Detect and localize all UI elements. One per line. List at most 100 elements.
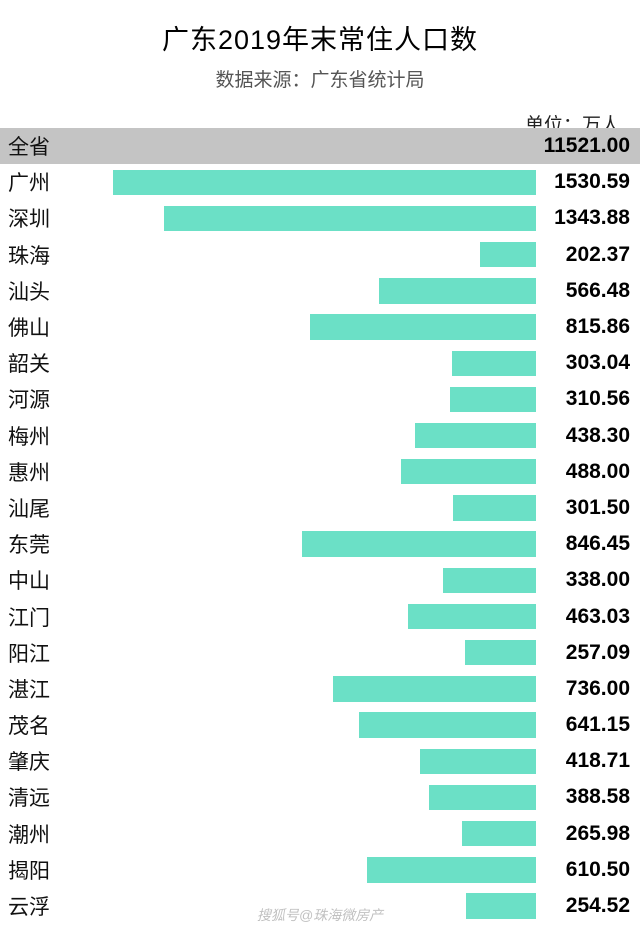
- bar: [310, 314, 536, 339]
- data-row: 茂名 641.15: [0, 707, 640, 743]
- row-label: 惠州: [0, 457, 60, 487]
- row-label: 清远: [0, 782, 60, 812]
- bar-area: [60, 671, 540, 707]
- bar: [408, 604, 536, 629]
- data-row: 江门 463.03: [0, 598, 640, 634]
- bar: [415, 423, 536, 448]
- bar-area: [60, 816, 540, 852]
- bar: [113, 170, 536, 195]
- bar-area: [60, 237, 540, 273]
- data-row: 梅州 438.30: [0, 418, 640, 454]
- data-row: 潮州 265.98: [0, 816, 640, 852]
- data-row: 深圳 1343.88: [0, 200, 640, 236]
- row-label: 深圳: [0, 203, 60, 233]
- bar: [367, 857, 536, 882]
- bar-area: [60, 345, 540, 381]
- bar: [429, 785, 536, 810]
- row-label: 广州: [0, 167, 60, 197]
- bar: [462, 821, 536, 846]
- row-value: 815.86: [540, 315, 640, 339]
- row-label: 茂名: [0, 710, 60, 740]
- row-value: 736.00: [540, 677, 640, 701]
- bar: [453, 495, 536, 520]
- bar-area: [60, 707, 540, 743]
- row-label: 佛山: [0, 312, 60, 342]
- data-row: 汕尾301.50: [0, 490, 640, 526]
- row-value: 11521.00: [540, 134, 640, 158]
- bar-area: [60, 309, 540, 345]
- data-row: 佛山 815.86: [0, 309, 640, 345]
- data-row: 中山 338.00: [0, 562, 640, 598]
- bar-area: [60, 454, 540, 490]
- bar: [480, 242, 536, 267]
- row-value: 301.50: [540, 496, 640, 520]
- row-value: 488.00: [540, 460, 640, 484]
- row-value: 463.03: [540, 605, 640, 629]
- row-label: 梅州: [0, 421, 60, 451]
- bar: [379, 278, 536, 303]
- bar: [359, 712, 536, 737]
- row-label: 潮州: [0, 819, 60, 849]
- bar-area: [60, 888, 540, 924]
- row-label: 河源: [0, 384, 60, 414]
- data-row: 汕头 566.48: [0, 273, 640, 309]
- bar-area: [60, 273, 540, 309]
- row-value: 641.15: [540, 713, 640, 737]
- data-row: 湛江 736.00: [0, 671, 640, 707]
- bar-area: [60, 381, 540, 417]
- data-row: 清远388.58: [0, 779, 640, 815]
- row-value: 1343.88: [540, 206, 640, 230]
- data-row: 云浮 254.52: [0, 888, 640, 924]
- chart-source: 数据来源：广东省统计局: [0, 57, 640, 92]
- row-label: 肇庆: [0, 746, 60, 776]
- row-label: 珠海: [0, 240, 60, 270]
- row-value: 566.48: [540, 279, 640, 303]
- data-row: 阳江 257.09: [0, 635, 640, 671]
- row-value: 438.30: [540, 424, 640, 448]
- bar-area: [60, 743, 540, 779]
- row-label: 阳江: [0, 638, 60, 668]
- data-row: 揭阳 610.50: [0, 852, 640, 888]
- bar: [420, 749, 536, 774]
- row-value: 254.52: [540, 894, 640, 918]
- row-value: 265.98: [540, 822, 640, 846]
- total-row: 全省 11521.00: [0, 128, 640, 164]
- bar: [465, 640, 536, 665]
- row-value: 257.09: [540, 641, 640, 665]
- bar: [452, 351, 536, 376]
- bar: [443, 568, 536, 593]
- data-row: 河源 310.56: [0, 381, 640, 417]
- data-row: 广州 1530.59: [0, 164, 640, 200]
- row-value: 338.00: [540, 568, 640, 592]
- row-value: 310.56: [540, 387, 640, 411]
- row-label: 汕头: [0, 276, 60, 306]
- row-value: 846.45: [540, 532, 640, 556]
- data-row: 韶关303.04: [0, 345, 640, 381]
- bar-area: [60, 852, 540, 888]
- data-row: 珠海 202.37: [0, 237, 640, 273]
- bar: [164, 206, 536, 231]
- bar-area: [60, 779, 540, 815]
- data-row: 惠州 488.00: [0, 454, 640, 490]
- chart-title: 广东2019年末常住人口数: [0, 0, 640, 57]
- row-label: 全省: [0, 131, 60, 161]
- bar-area: [60, 200, 540, 236]
- row-label: 湛江: [0, 674, 60, 704]
- row-value: 1530.59: [540, 170, 640, 194]
- row-value: 610.50: [540, 858, 640, 882]
- chart-rows: 全省 11521.00 广州 1530.59 深圳 1343.88 珠海 202.37 汕头 56…: [0, 128, 640, 924]
- row-value: 418.71: [540, 749, 640, 773]
- bar-area: [60, 526, 540, 562]
- bar: [466, 893, 536, 918]
- bar: [401, 459, 536, 484]
- bar-area: [60, 635, 540, 671]
- row-label: 云浮: [0, 891, 60, 921]
- row-label: 江门: [0, 602, 60, 632]
- bar-area: [60, 490, 540, 526]
- row-value: 303.04: [540, 351, 640, 375]
- row-label: 揭阳: [0, 855, 60, 885]
- row-value: 202.37: [540, 243, 640, 267]
- bar-area: [60, 128, 540, 164]
- bar-area: [60, 562, 540, 598]
- row-label: 中山: [0, 565, 60, 595]
